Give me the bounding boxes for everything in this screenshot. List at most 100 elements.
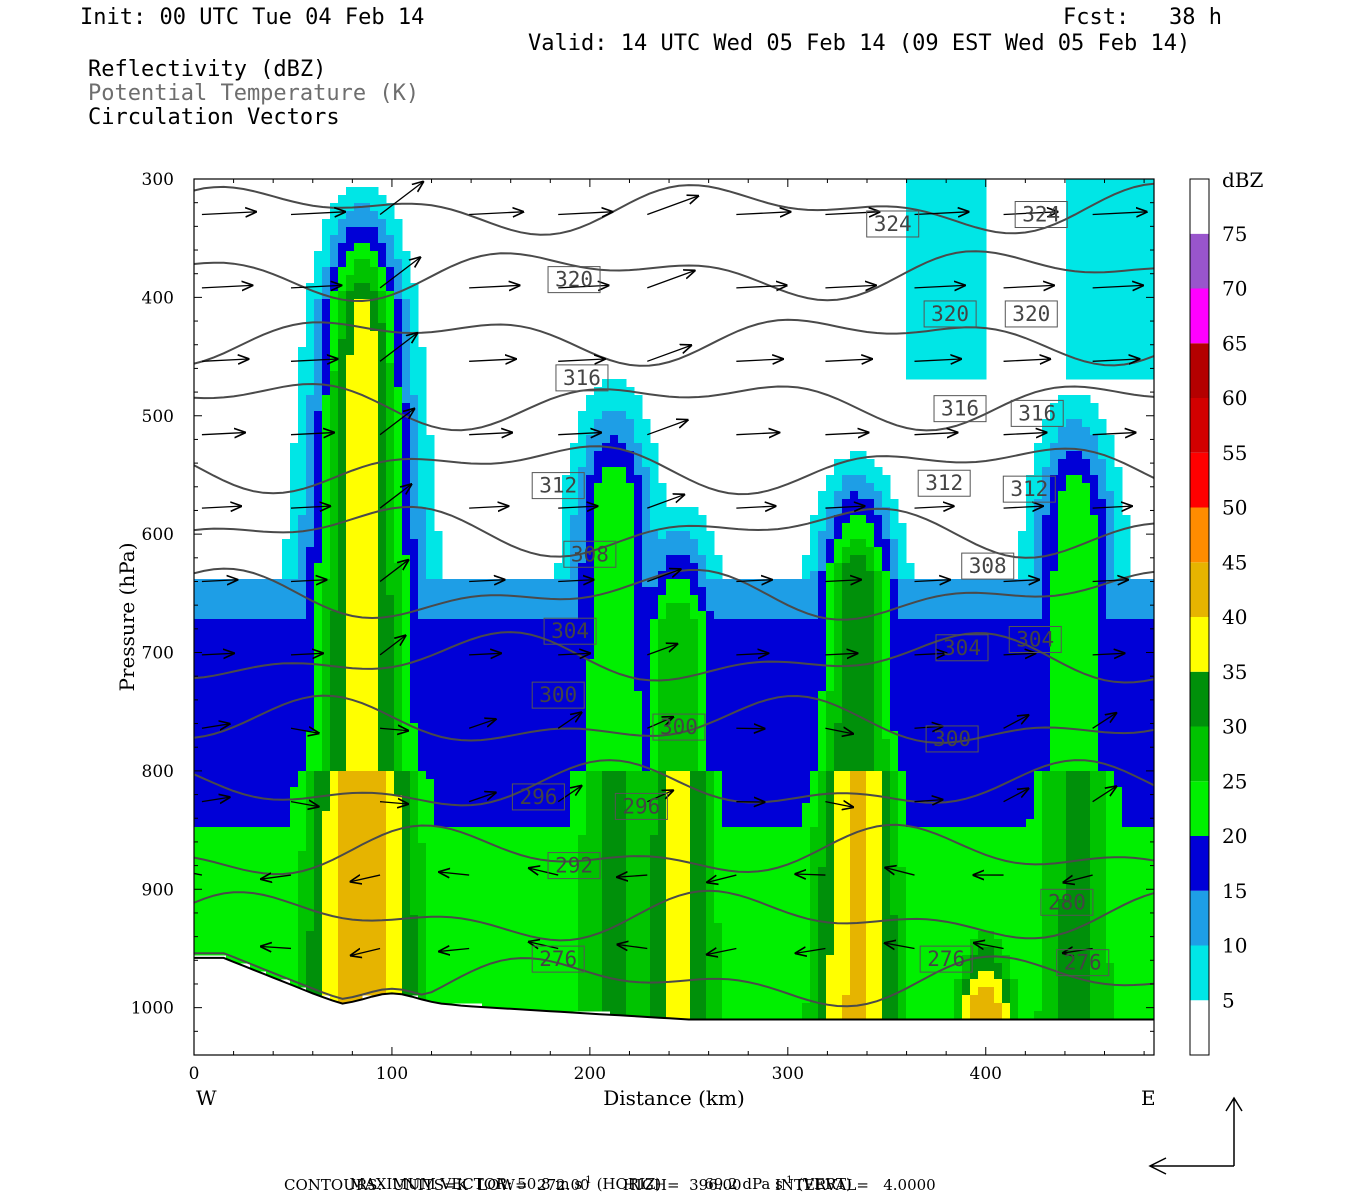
reflectivity-cell	[330, 947, 339, 956]
reflectivity-cell	[306, 547, 315, 556]
reflectivity-cell	[490, 667, 499, 676]
reflectivity-cell	[762, 819, 771, 828]
reflectivity-cell	[322, 979, 331, 988]
reflectivity-cell	[610, 627, 619, 636]
reflectivity-cell	[714, 795, 723, 804]
reflectivity-cell	[354, 435, 363, 444]
reflectivity-cell	[658, 883, 667, 892]
reflectivity-cell	[378, 363, 387, 372]
reflectivity-cell	[202, 923, 211, 932]
reflectivity-cell	[738, 947, 747, 956]
reflectivity-cell	[562, 947, 571, 956]
reflectivity-cell	[690, 579, 699, 588]
reflectivity-cell	[314, 483, 323, 492]
reflectivity-cell	[314, 883, 323, 892]
reflectivity-cell	[650, 707, 659, 716]
reflectivity-cell	[298, 771, 307, 780]
reflectivity-cell	[202, 739, 211, 748]
reflectivity-cell	[578, 843, 587, 852]
reflectivity-cell	[586, 883, 595, 892]
reflectivity-cell	[354, 643, 363, 652]
reflectivity-cell	[386, 747, 395, 756]
reflectivity-cell	[602, 683, 611, 692]
reflectivity-cell	[674, 619, 683, 628]
reflectivity-cell	[202, 803, 211, 812]
reflectivity-cell	[450, 851, 459, 860]
reflectivity-cell	[434, 915, 443, 924]
reflectivity-cell	[714, 899, 723, 908]
reflectivity-cell	[562, 667, 571, 676]
reflectivity-cell	[402, 371, 411, 380]
reflectivity-cell	[618, 867, 627, 876]
reflectivity-cell	[458, 747, 467, 756]
reflectivity-cell	[562, 531, 571, 540]
reflectivity-cell	[426, 907, 435, 916]
reflectivity-cell	[618, 491, 627, 500]
reflectivity-cell	[458, 707, 467, 716]
reflectivity-cell	[370, 355, 379, 364]
reflectivity-cell	[506, 587, 515, 596]
reflectivity-cell	[306, 851, 315, 860]
reflectivity-cell	[378, 827, 387, 836]
reflectivity-cell	[234, 931, 243, 940]
reflectivity-cell	[610, 771, 619, 780]
reflectivity-cell	[538, 747, 547, 756]
reflectivity-cell	[770, 587, 779, 596]
reflectivity-cell	[306, 699, 315, 708]
reflectivity-cell	[562, 987, 571, 996]
reflectivity-cell	[298, 483, 307, 492]
reflectivity-cell	[266, 867, 275, 876]
reflectivity-cell	[706, 683, 715, 692]
reflectivity-cell	[466, 891, 475, 900]
reflectivity-cell	[634, 691, 643, 700]
reflectivity-cell	[554, 963, 563, 972]
reflectivity-cell	[418, 827, 427, 836]
reflectivity-cell	[658, 971, 667, 980]
reflectivity-cell	[634, 859, 643, 868]
reflectivity-cell	[266, 691, 275, 700]
reflectivity-cell	[218, 827, 227, 836]
reflectivity-cell	[314, 611, 323, 620]
reflectivity-cell	[362, 955, 371, 964]
reflectivity-cell	[634, 763, 643, 772]
reflectivity-cell	[546, 947, 555, 956]
reflectivity-cell	[202, 691, 211, 700]
reflectivity-cell	[458, 723, 467, 732]
reflectivity-cell	[266, 779, 275, 788]
reflectivity-cell	[258, 867, 267, 876]
reflectivity-cell	[546, 619, 555, 628]
reflectivity-cell	[306, 507, 315, 516]
reflectivity-cell	[322, 779, 331, 788]
reflectivity-cell	[586, 835, 595, 844]
reflectivity-cell	[442, 915, 451, 924]
reflectivity-cell	[674, 595, 683, 604]
reflectivity-cell	[746, 811, 755, 820]
reflectivity-cell	[738, 595, 747, 604]
reflectivity-cell	[466, 739, 475, 748]
reflectivity-cell	[410, 435, 419, 444]
reflectivity-cell	[562, 859, 571, 868]
reflectivity-cell	[610, 515, 619, 524]
reflectivity-cell	[658, 835, 667, 844]
reflectivity-cell	[538, 707, 547, 716]
reflectivity-cell	[738, 971, 747, 980]
reflectivity-cell	[562, 803, 571, 812]
reflectivity-cell	[498, 699, 507, 708]
reflectivity-cell	[594, 819, 603, 828]
reflectivity-cell	[394, 651, 403, 660]
reflectivity-cell	[378, 323, 387, 332]
reflectivity-cell	[290, 467, 299, 476]
reflectivity-cell	[626, 683, 635, 692]
reflectivity-cell	[666, 811, 675, 820]
reflectivity-cell	[722, 859, 731, 868]
reflectivity-cell	[482, 755, 491, 764]
reflectivity-cell	[562, 955, 571, 964]
reflectivity-cell	[650, 723, 659, 732]
reflectivity-cell	[210, 659, 219, 668]
reflectivity-cell	[362, 315, 371, 324]
reflectivity-cell	[618, 411, 627, 420]
reflectivity-cell	[770, 683, 779, 692]
reflectivity-cell	[370, 211, 379, 220]
reflectivity-cell	[258, 755, 267, 764]
reflectivity-cell	[330, 667, 339, 676]
